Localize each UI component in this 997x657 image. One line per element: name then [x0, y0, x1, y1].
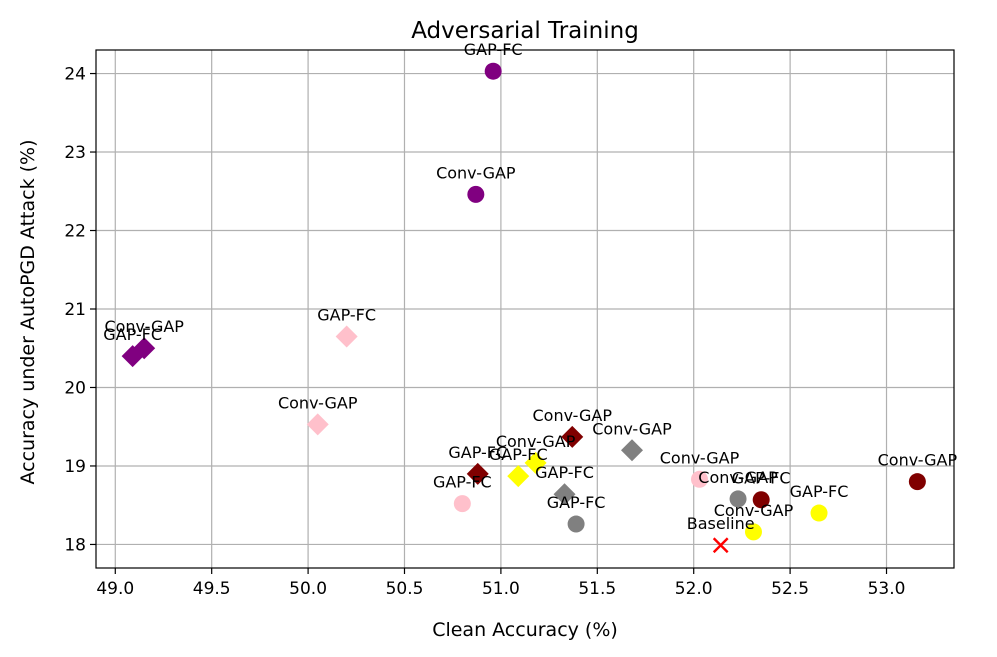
x-axis-title: Clean Accuracy (%)	[432, 619, 618, 641]
data-point	[553, 483, 576, 506]
x-tick-label: 49.0	[96, 579, 134, 599]
data-point	[744, 523, 762, 541]
x-tick-label: 52.5	[771, 579, 809, 599]
data-point	[810, 504, 828, 522]
data-point	[621, 439, 644, 462]
point-label: Conv-GAP	[592, 419, 672, 438]
point-label: Baseline	[687, 514, 755, 533]
point-label: Conv-GAP	[104, 317, 184, 336]
data-point	[466, 462, 489, 485]
point-label: GAP-FC	[448, 443, 507, 462]
y-tick-label: 18	[64, 535, 86, 555]
x-tick-label: 49.5	[193, 579, 231, 599]
data-point-labels: GAP-FCConv-GAPConv-GAPGAP-FCGAP-FCConv-G…	[103, 40, 957, 533]
point-label: Conv-GAP	[878, 451, 958, 470]
point-label: GAP-FC	[317, 305, 376, 324]
point-label: Conv-GAP	[436, 163, 516, 182]
data-point	[690, 470, 708, 488]
point-label: GAP-FC	[732, 469, 791, 488]
y-tick-label: 20	[64, 378, 86, 398]
x-tick-label: 52.0	[675, 579, 713, 599]
point-label: GAP-FC	[790, 482, 849, 501]
point-label: GAP-FC	[547, 493, 606, 512]
data-point	[908, 473, 926, 491]
data-point	[453, 495, 471, 513]
x-tick-label: 53.0	[868, 579, 906, 599]
data-point	[567, 515, 585, 533]
data-point	[752, 491, 770, 509]
y-axis-title: Accuracy under AutoPGD Attack (%)	[17, 139, 39, 484]
data-point	[306, 413, 329, 436]
y-tick-label: 23	[64, 143, 86, 163]
point-label: Conv-GAP	[714, 501, 794, 520]
data-points	[121, 62, 926, 554]
y-axis-ticks: 18 19 20 21 22 23 24	[64, 65, 96, 555]
point-label: Conv-GAP	[278, 393, 358, 412]
data-point	[524, 451, 547, 474]
data-point	[561, 425, 584, 448]
point-label: GAP-FC	[489, 445, 548, 464]
y-tick-label: 22	[64, 222, 86, 242]
chart-title: Adversarial Training	[411, 18, 639, 44]
point-label: Conv-GAP	[698, 468, 778, 487]
point-label: GAP-FC	[103, 325, 162, 344]
x-tick-label: 50.5	[386, 579, 424, 599]
y-tick-label: 21	[64, 300, 86, 320]
data-point	[729, 490, 747, 508]
point-label: GAP-FC	[433, 473, 492, 492]
data-point	[484, 62, 502, 80]
x-tick-label: 50.0	[289, 579, 327, 599]
point-label: Conv-GAP	[496, 432, 576, 451]
data-point	[507, 465, 530, 488]
x-tick-label: 51.0	[482, 579, 520, 599]
data-point	[467, 185, 485, 203]
y-tick-label: 24	[64, 65, 86, 85]
y-tick-label: 19	[64, 457, 86, 477]
x-axis-ticks: 49.0 49.5 50.0 50.5 51.0 51.5 52.0 52.5 53.0	[96, 568, 905, 599]
point-label: GAP-FC	[535, 463, 594, 482]
point-label: Conv-GAP	[532, 406, 612, 425]
data-point	[335, 325, 358, 348]
data-point	[712, 537, 729, 554]
x-tick-label: 51.5	[578, 579, 616, 599]
plot-frame	[95, 49, 955, 569]
point-label: Conv-GAP	[660, 448, 740, 467]
grid-lines	[96, 50, 954, 568]
data-point	[121, 345, 144, 368]
